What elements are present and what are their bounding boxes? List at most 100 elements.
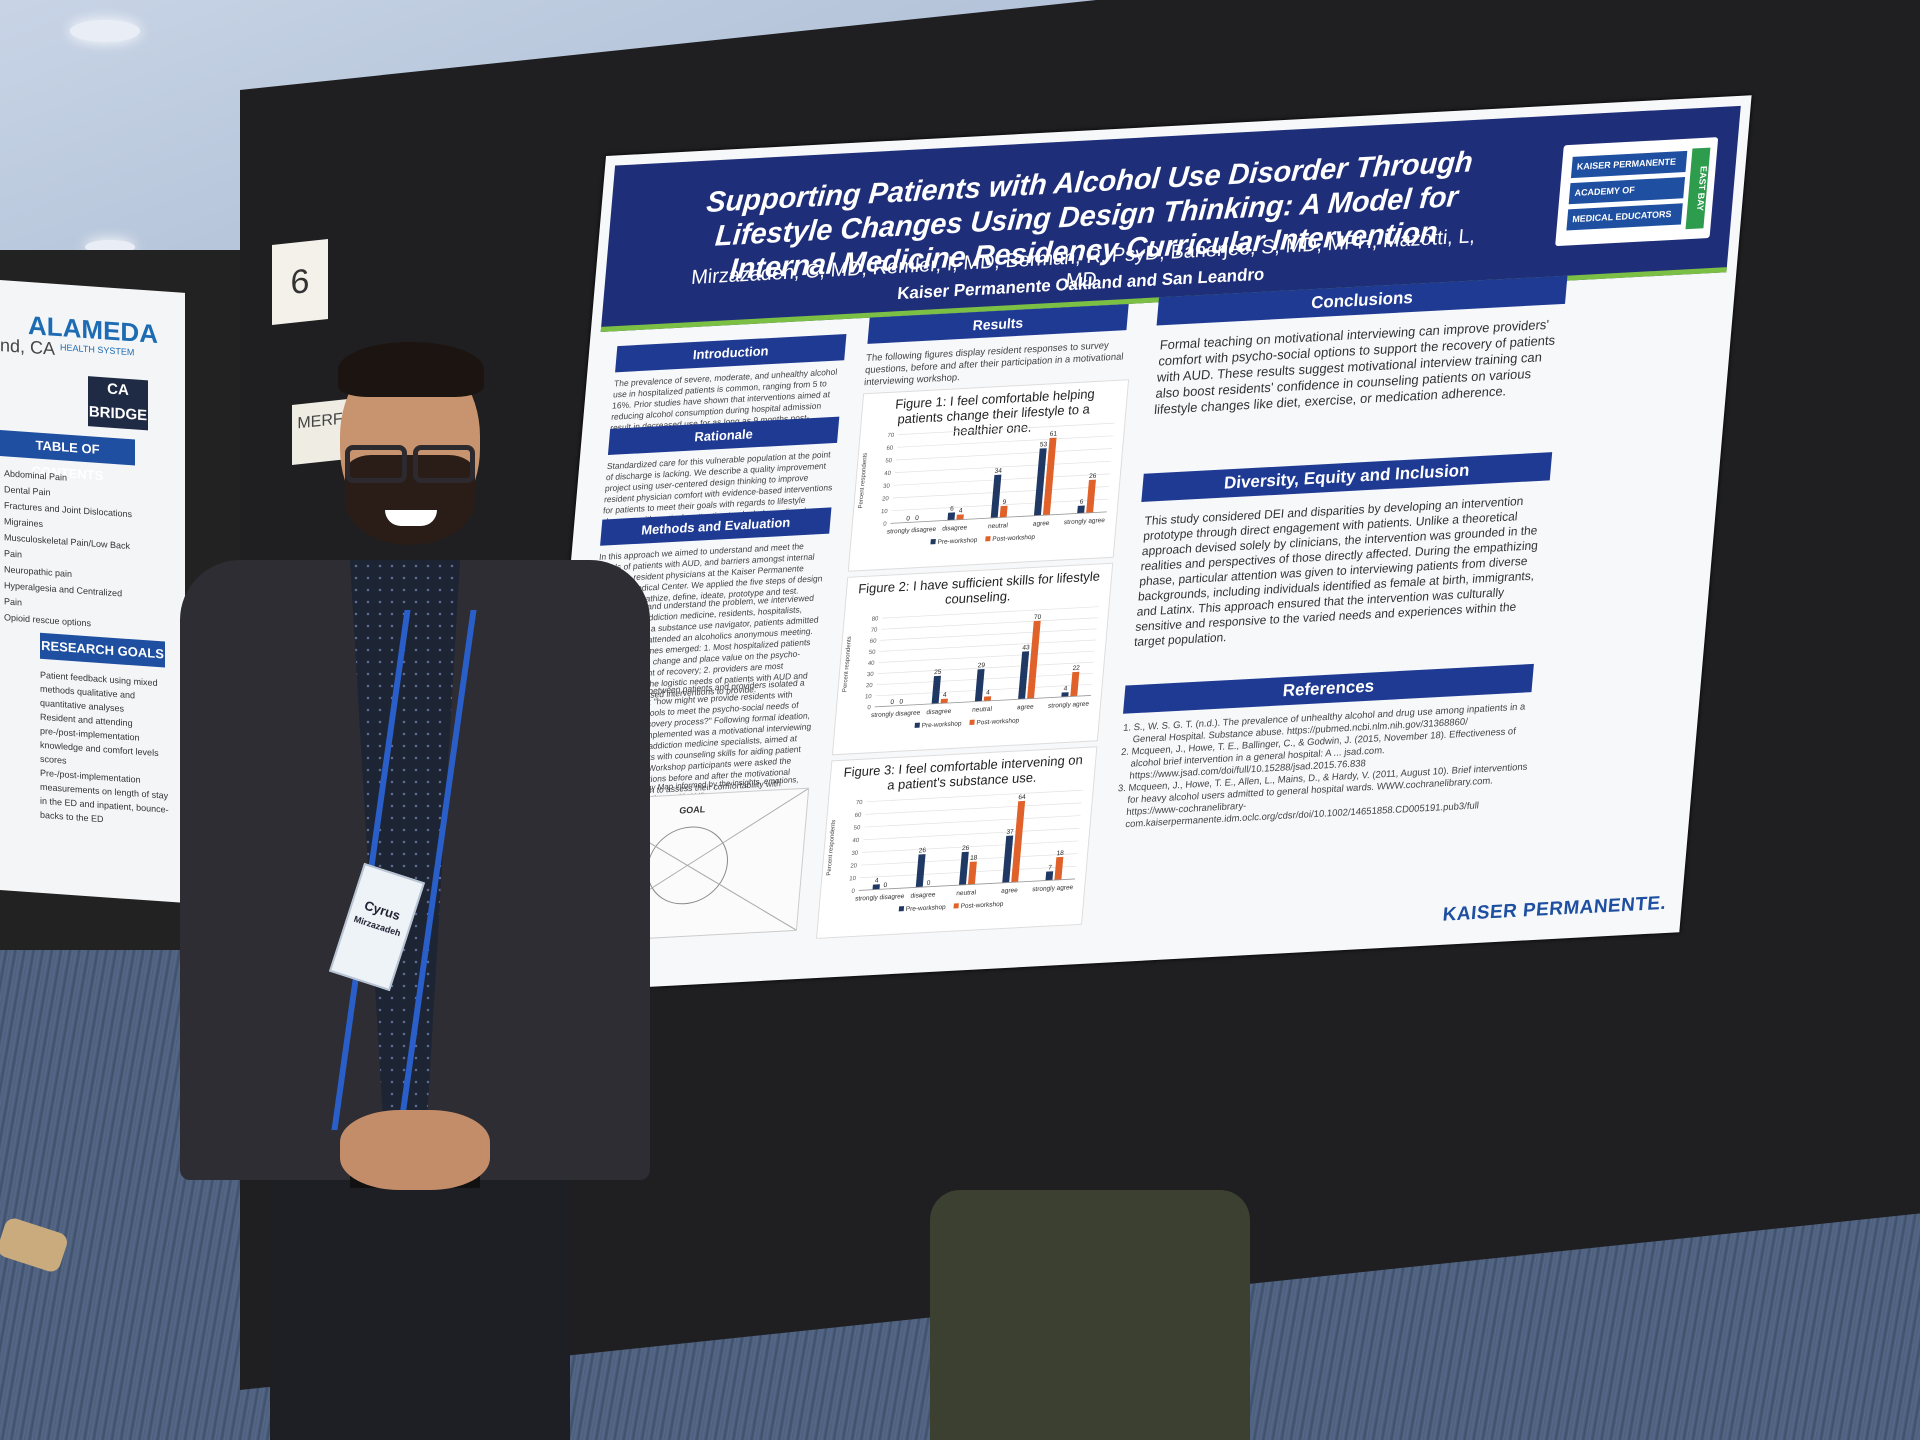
data-label: 29	[978, 662, 986, 669]
y-tick-label: 0	[867, 705, 871, 711]
bar-pre	[990, 474, 1002, 519]
bar-post	[956, 514, 964, 520]
y-axis-label: Percent respondents	[826, 820, 837, 876]
gridline	[876, 672, 1093, 686]
conclusions-text: Formal teaching on motivational intervie…	[1153, 316, 1556, 418]
y-tick-label: 10	[849, 876, 857, 882]
gridline	[877, 661, 1094, 674]
x-tick-label: agree	[1001, 887, 1018, 895]
gridline	[878, 650, 1095, 663]
y-tick-label: 50	[885, 458, 893, 464]
data-label: 6	[1080, 499, 1085, 506]
data-label: 4	[959, 507, 964, 514]
bar-pre	[1061, 692, 1069, 697]
y-tick-label: 50	[853, 825, 861, 831]
y-tick-label: 0	[851, 889, 855, 895]
y-tick-label: 80	[871, 616, 879, 622]
x-tick-label: neutral	[956, 889, 977, 897]
y-tick-label: 60	[854, 813, 862, 819]
y-tick-label: 60	[886, 445, 894, 451]
x-tick-label: disagree	[926, 708, 952, 716]
data-label: 0	[890, 699, 895, 706]
legend-swatch	[953, 903, 959, 909]
y-tick-label: 70	[870, 627, 878, 633]
ceiling-light	[70, 20, 140, 42]
data-label: 61	[1049, 431, 1057, 438]
kaiser-permanente-logo: KAISER PERMANENTE.	[1441, 892, 1668, 926]
gridline	[896, 448, 1113, 461]
bar-post	[999, 505, 1008, 518]
legend-label: Post-workshop	[976, 717, 1020, 726]
y-tick-label: 0	[883, 522, 887, 528]
y-tick-label: 20	[882, 496, 890, 502]
gridline	[859, 865, 1077, 879]
x-tick-label: agree	[1033, 520, 1050, 528]
x-tick-label: strongly agree	[1032, 884, 1074, 893]
y-tick-label: 10	[881, 509, 889, 515]
x-tick-label: strongly agree	[1048, 701, 1090, 710]
legend-label: Post-workshop	[960, 901, 1004, 910]
legend-label: Pre-workshop	[937, 537, 978, 546]
trousers	[270, 1180, 570, 1440]
gridline	[864, 815, 1081, 828]
y-tick-label: 60	[869, 639, 877, 645]
x-tick-label: neutral	[972, 706, 993, 714]
legend-label: Pre-workshop	[921, 720, 962, 729]
poster-number-tag: 6	[272, 239, 328, 325]
ca-bridge-logo: CA BRIDGE	[88, 376, 148, 431]
bar-pre	[915, 854, 926, 888]
data-label: 0	[899, 698, 904, 705]
y-tick-label: 20	[850, 863, 858, 869]
bar-pre	[1045, 871, 1054, 881]
x-tick-label: strongly disagree	[887, 526, 937, 536]
data-label: 6	[950, 505, 955, 512]
gridline	[894, 460, 1112, 474]
main-poster: Supporting Patients with Alcohol Use Dis…	[533, 95, 1752, 994]
logo-row: MEDICAL EDUCATORS	[1566, 203, 1683, 231]
toc-heading: TABLE OF CONTENTS	[0, 430, 135, 483]
legend-swatch	[898, 906, 905, 912]
gridline	[891, 498, 1108, 512]
bar-post	[1054, 856, 1064, 881]
data-label: 70	[1034, 614, 1042, 621]
gridline	[898, 422, 1115, 435]
gridline	[897, 435, 1114, 448]
data-label: 26	[962, 845, 970, 852]
y-tick-label: 70	[856, 800, 864, 806]
x-tick-label: neutral	[988, 522, 1009, 530]
gridline	[880, 628, 1097, 641]
data-label: 9	[1002, 499, 1007, 506]
gridline	[875, 683, 1092, 697]
logo-row: KAISER PERMANENTE	[1570, 150, 1688, 179]
legend-label: Pre-workshop	[905, 904, 946, 913]
y-tick-label: 50	[869, 650, 877, 656]
bar-post	[1086, 479, 1096, 513]
bar-pre	[958, 851, 969, 886]
data-label: 18	[970, 854, 978, 861]
bar-post	[1042, 437, 1057, 516]
empathy-map-goal: GOAL	[679, 804, 706, 815]
background-person-legs	[930, 1190, 1250, 1440]
bar-pre	[931, 675, 941, 704]
eyeglasses	[345, 445, 475, 483]
data-label: 25	[934, 669, 942, 676]
gridline	[881, 617, 1098, 630]
data-label: 4	[875, 877, 880, 884]
goal-item: Pre-/post-implementation measurements on…	[40, 767, 169, 825]
y-tick-label: 40	[884, 471, 892, 477]
y-tick-label: 40	[852, 838, 860, 844]
data-label: 0	[926, 880, 931, 887]
y-axis-label: Percent respondents	[858, 453, 869, 509]
x-tick-label: strongly disagree	[855, 893, 905, 903]
data-label: 37	[1006, 828, 1014, 835]
y-tick-label: 30	[867, 672, 875, 678]
data-label: 4	[943, 692, 948, 699]
data-label: 4	[986, 689, 991, 696]
legend-swatch	[969, 719, 975, 725]
y-axis-label: Percent respondents	[842, 636, 853, 692]
research-goals-list: Patient feedback using mixed methods qua…	[40, 668, 170, 831]
gridline	[863, 827, 1080, 841]
figure-2: Figure 2: I have sufficient skills for l…	[831, 562, 1114, 756]
bar-post	[1011, 800, 1026, 883]
